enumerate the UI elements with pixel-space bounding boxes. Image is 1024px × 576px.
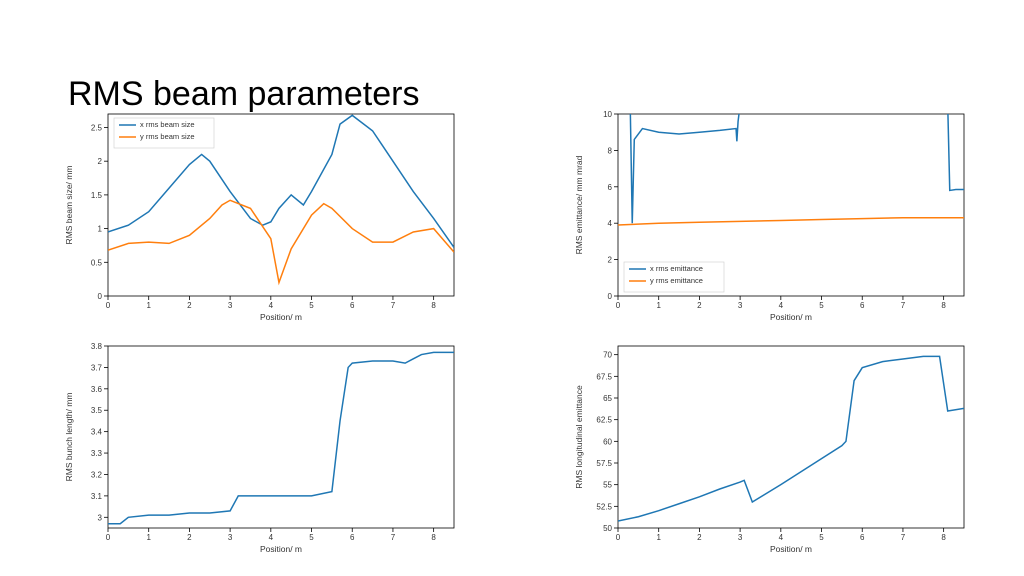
svg-text:RMS beam size/ mm: RMS beam size/ mm [64,166,74,245]
svg-text:8: 8 [431,533,436,542]
svg-text:0: 0 [98,292,103,301]
svg-text:2: 2 [608,256,613,265]
svg-text:3: 3 [738,533,743,542]
svg-text:Position/ m: Position/ m [260,312,302,322]
svg-text:1: 1 [656,301,661,310]
svg-text:RMS bunch length/ mm: RMS bunch length/ mm [64,393,74,482]
svg-text:7: 7 [901,301,906,310]
svg-text:8: 8 [941,301,946,310]
svg-text:7: 7 [901,533,906,542]
legend-label: x rms beam size [140,120,195,129]
series-line [108,352,454,523]
svg-text:3.2: 3.2 [91,470,103,479]
svg-text:3: 3 [228,533,233,542]
svg-text:1: 1 [146,301,151,310]
svg-text:0: 0 [608,292,613,301]
svg-text:3: 3 [228,301,233,310]
svg-text:3: 3 [738,301,743,310]
svg-text:3.4: 3.4 [91,428,103,437]
svg-text:2: 2 [697,533,702,542]
svg-text:4: 4 [269,301,274,310]
svg-text:6: 6 [860,301,865,310]
svg-text:52.5: 52.5 [596,502,612,511]
svg-text:57.5: 57.5 [596,459,612,468]
svg-text:7: 7 [391,533,396,542]
svg-text:6: 6 [350,533,355,542]
series-line [618,356,964,521]
svg-text:2: 2 [98,157,103,166]
chart-long-emittance: 0 1 2 3 4 5 6 7 8 50 52.5 55 57.5 60 62.5 65 67.5 70 Posit… [570,340,970,558]
svg-text:8: 8 [941,533,946,542]
svg-text:62.5: 62.5 [596,416,612,425]
svg-text:Position/ m: Position/ m [260,544,302,554]
svg-text:1.5: 1.5 [91,191,103,200]
svg-text:1: 1 [656,533,661,542]
legend-label: x rms emittance [650,264,703,273]
svg-text:6: 6 [608,183,613,192]
chart-grid: 0 1 2 3 4 5 6 7 8 0 0.5 1 1.5 2 2.5 Position/ m RMS beam… [60,108,970,558]
svg-text:1: 1 [98,225,103,234]
svg-text:3.6: 3.6 [91,385,103,394]
svg-text:Position/ m: Position/ m [770,312,812,322]
svg-text:Position/ m: Position/ m [770,544,812,554]
svg-text:0: 0 [616,301,621,310]
svg-text:3.7: 3.7 [91,363,103,372]
svg-text:65: 65 [603,394,612,403]
svg-text:0: 0 [106,533,111,542]
svg-text:5: 5 [309,301,314,310]
svg-text:RMS emittance/ mm mrad: RMS emittance/ mm mrad [574,155,584,254]
svg-text:2: 2 [187,301,192,310]
svg-text:8: 8 [431,301,436,310]
svg-text:8: 8 [608,146,613,155]
svg-text:6: 6 [350,301,355,310]
svg-text:3.1: 3.1 [91,492,103,501]
svg-text:55: 55 [603,481,612,490]
svg-text:70: 70 [603,351,612,360]
svg-text:2: 2 [697,301,702,310]
svg-text:4: 4 [779,301,784,310]
svg-text:5: 5 [819,533,824,542]
svg-text:4: 4 [779,533,784,542]
chart-beam-size: 0 1 2 3 4 5 6 7 8 0 0.5 1 1.5 2 2.5 Position/ m RMS beam… [60,108,460,326]
svg-text:50: 50 [603,524,612,533]
svg-text:3: 3 [98,513,103,522]
series-line [108,200,454,282]
svg-text:60: 60 [603,437,612,446]
svg-text:2.5: 2.5 [91,123,103,132]
svg-text:4: 4 [269,533,274,542]
svg-text:3.3: 3.3 [91,449,103,458]
svg-text:RMS longitudinal emittance: RMS longitudinal emittance [574,385,584,489]
svg-text:6: 6 [860,533,865,542]
series-line [618,218,964,225]
svg-text:7: 7 [391,301,396,310]
svg-text:5: 5 [309,533,314,542]
chart-emittance: 0 1 2 3 4 5 6 7 8 0 2 4 6 8 10 Position/ m RMS emittance… [570,108,970,326]
chart-bunch-length: 0 1 2 3 4 5 6 7 8 3 3.1 3.2 3.3 3.4 3.5 3.6 3.7 3.8 Positi… [60,340,460,558]
series-line [630,108,964,223]
legend-label: y rms emittance [650,276,703,285]
svg-text:67.5: 67.5 [596,372,612,381]
svg-text:3.5: 3.5 [91,406,103,415]
svg-text:1: 1 [146,533,151,542]
svg-text:0.5: 0.5 [91,258,103,267]
svg-text:0: 0 [616,533,621,542]
svg-text:4: 4 [608,219,613,228]
svg-text:3.8: 3.8 [91,342,103,351]
svg-text:5: 5 [819,301,824,310]
svg-text:10: 10 [603,110,612,119]
legend-label: y rms beam size [140,132,195,141]
svg-text:0: 0 [106,301,111,310]
svg-text:2: 2 [187,533,192,542]
